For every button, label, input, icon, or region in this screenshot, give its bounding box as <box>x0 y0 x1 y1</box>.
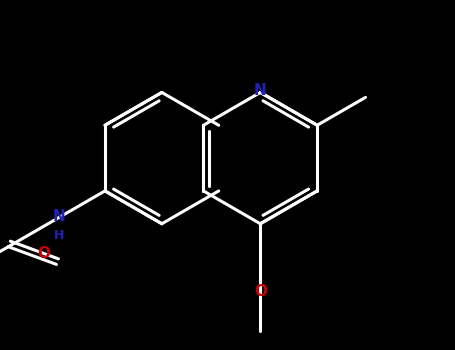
Text: N: N <box>254 83 267 98</box>
Text: O: O <box>254 284 267 299</box>
Text: O: O <box>37 246 51 261</box>
Text: N: N <box>53 209 66 224</box>
Text: H: H <box>54 229 64 242</box>
